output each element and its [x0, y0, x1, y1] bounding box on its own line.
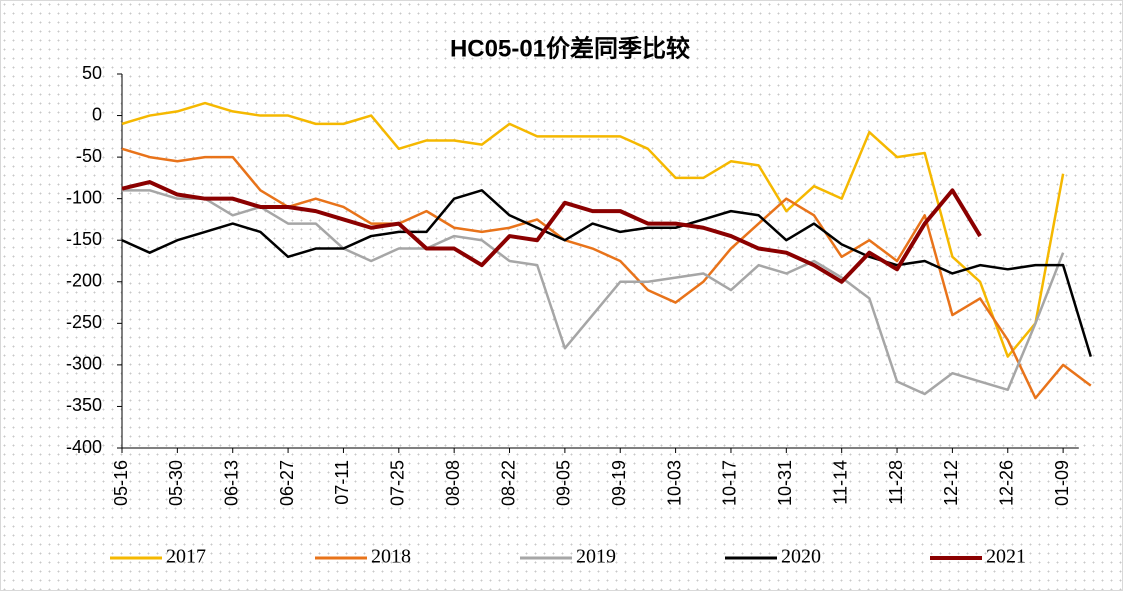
x-tick-label: 07-11: [332, 460, 352, 505]
y-tick-label: -50: [76, 146, 102, 166]
y-tick-label: 0: [92, 104, 102, 124]
x-tick-label: 10-03: [664, 460, 684, 506]
y-tick-label: 50: [82, 63, 102, 83]
legend-label: 2019: [576, 546, 616, 568]
x-tick-label: 05-16: [111, 460, 131, 506]
legend-label: 2017: [166, 546, 206, 568]
x-tick-label: 12-26: [997, 460, 1017, 506]
x-tick-label: 01-09: [1052, 460, 1072, 506]
y-tick-label: -250: [66, 312, 102, 332]
legend-label: 2020: [781, 546, 821, 568]
x-tick-label: 10-31: [775, 460, 795, 506]
x-tick-label: 10-17: [720, 460, 740, 506]
y-tick-label: -350: [66, 395, 102, 415]
y-tick-label: -300: [66, 354, 102, 374]
legend-label: 2018: [371, 546, 411, 568]
y-tick-label: -100: [66, 187, 102, 207]
series-line: [121, 180, 982, 284]
series-line: [121, 101, 1065, 358]
y-tick-label: -400: [66, 437, 102, 457]
y-tick-label: -200: [66, 271, 102, 291]
x-tick-label: 11-14: [830, 460, 850, 505]
y-tick-label: -150: [66, 229, 102, 249]
x-tick-label: 09-19: [609, 460, 629, 506]
x-tick-label: 09-05: [554, 460, 574, 506]
x-tick-label: 08-22: [498, 460, 518, 506]
x-tick-label: 05-30: [166, 460, 186, 506]
x-tick-label: 08-08: [443, 460, 463, 506]
legend-label: 2021: [986, 546, 1026, 568]
series-line: [122, 189, 1065, 396]
x-tick-label: 06-27: [277, 460, 297, 506]
chart-title: HC05-01价差同季比较: [450, 34, 690, 62]
x-tick-label: 06-13: [221, 460, 241, 506]
x-tick-label: 11-28: [886, 460, 906, 505]
x-tick-label: 12-12: [941, 460, 961, 506]
series-line: [121, 189, 1092, 357]
series-line: [121, 147, 1092, 400]
x-tick-label: 07-25: [388, 460, 408, 506]
